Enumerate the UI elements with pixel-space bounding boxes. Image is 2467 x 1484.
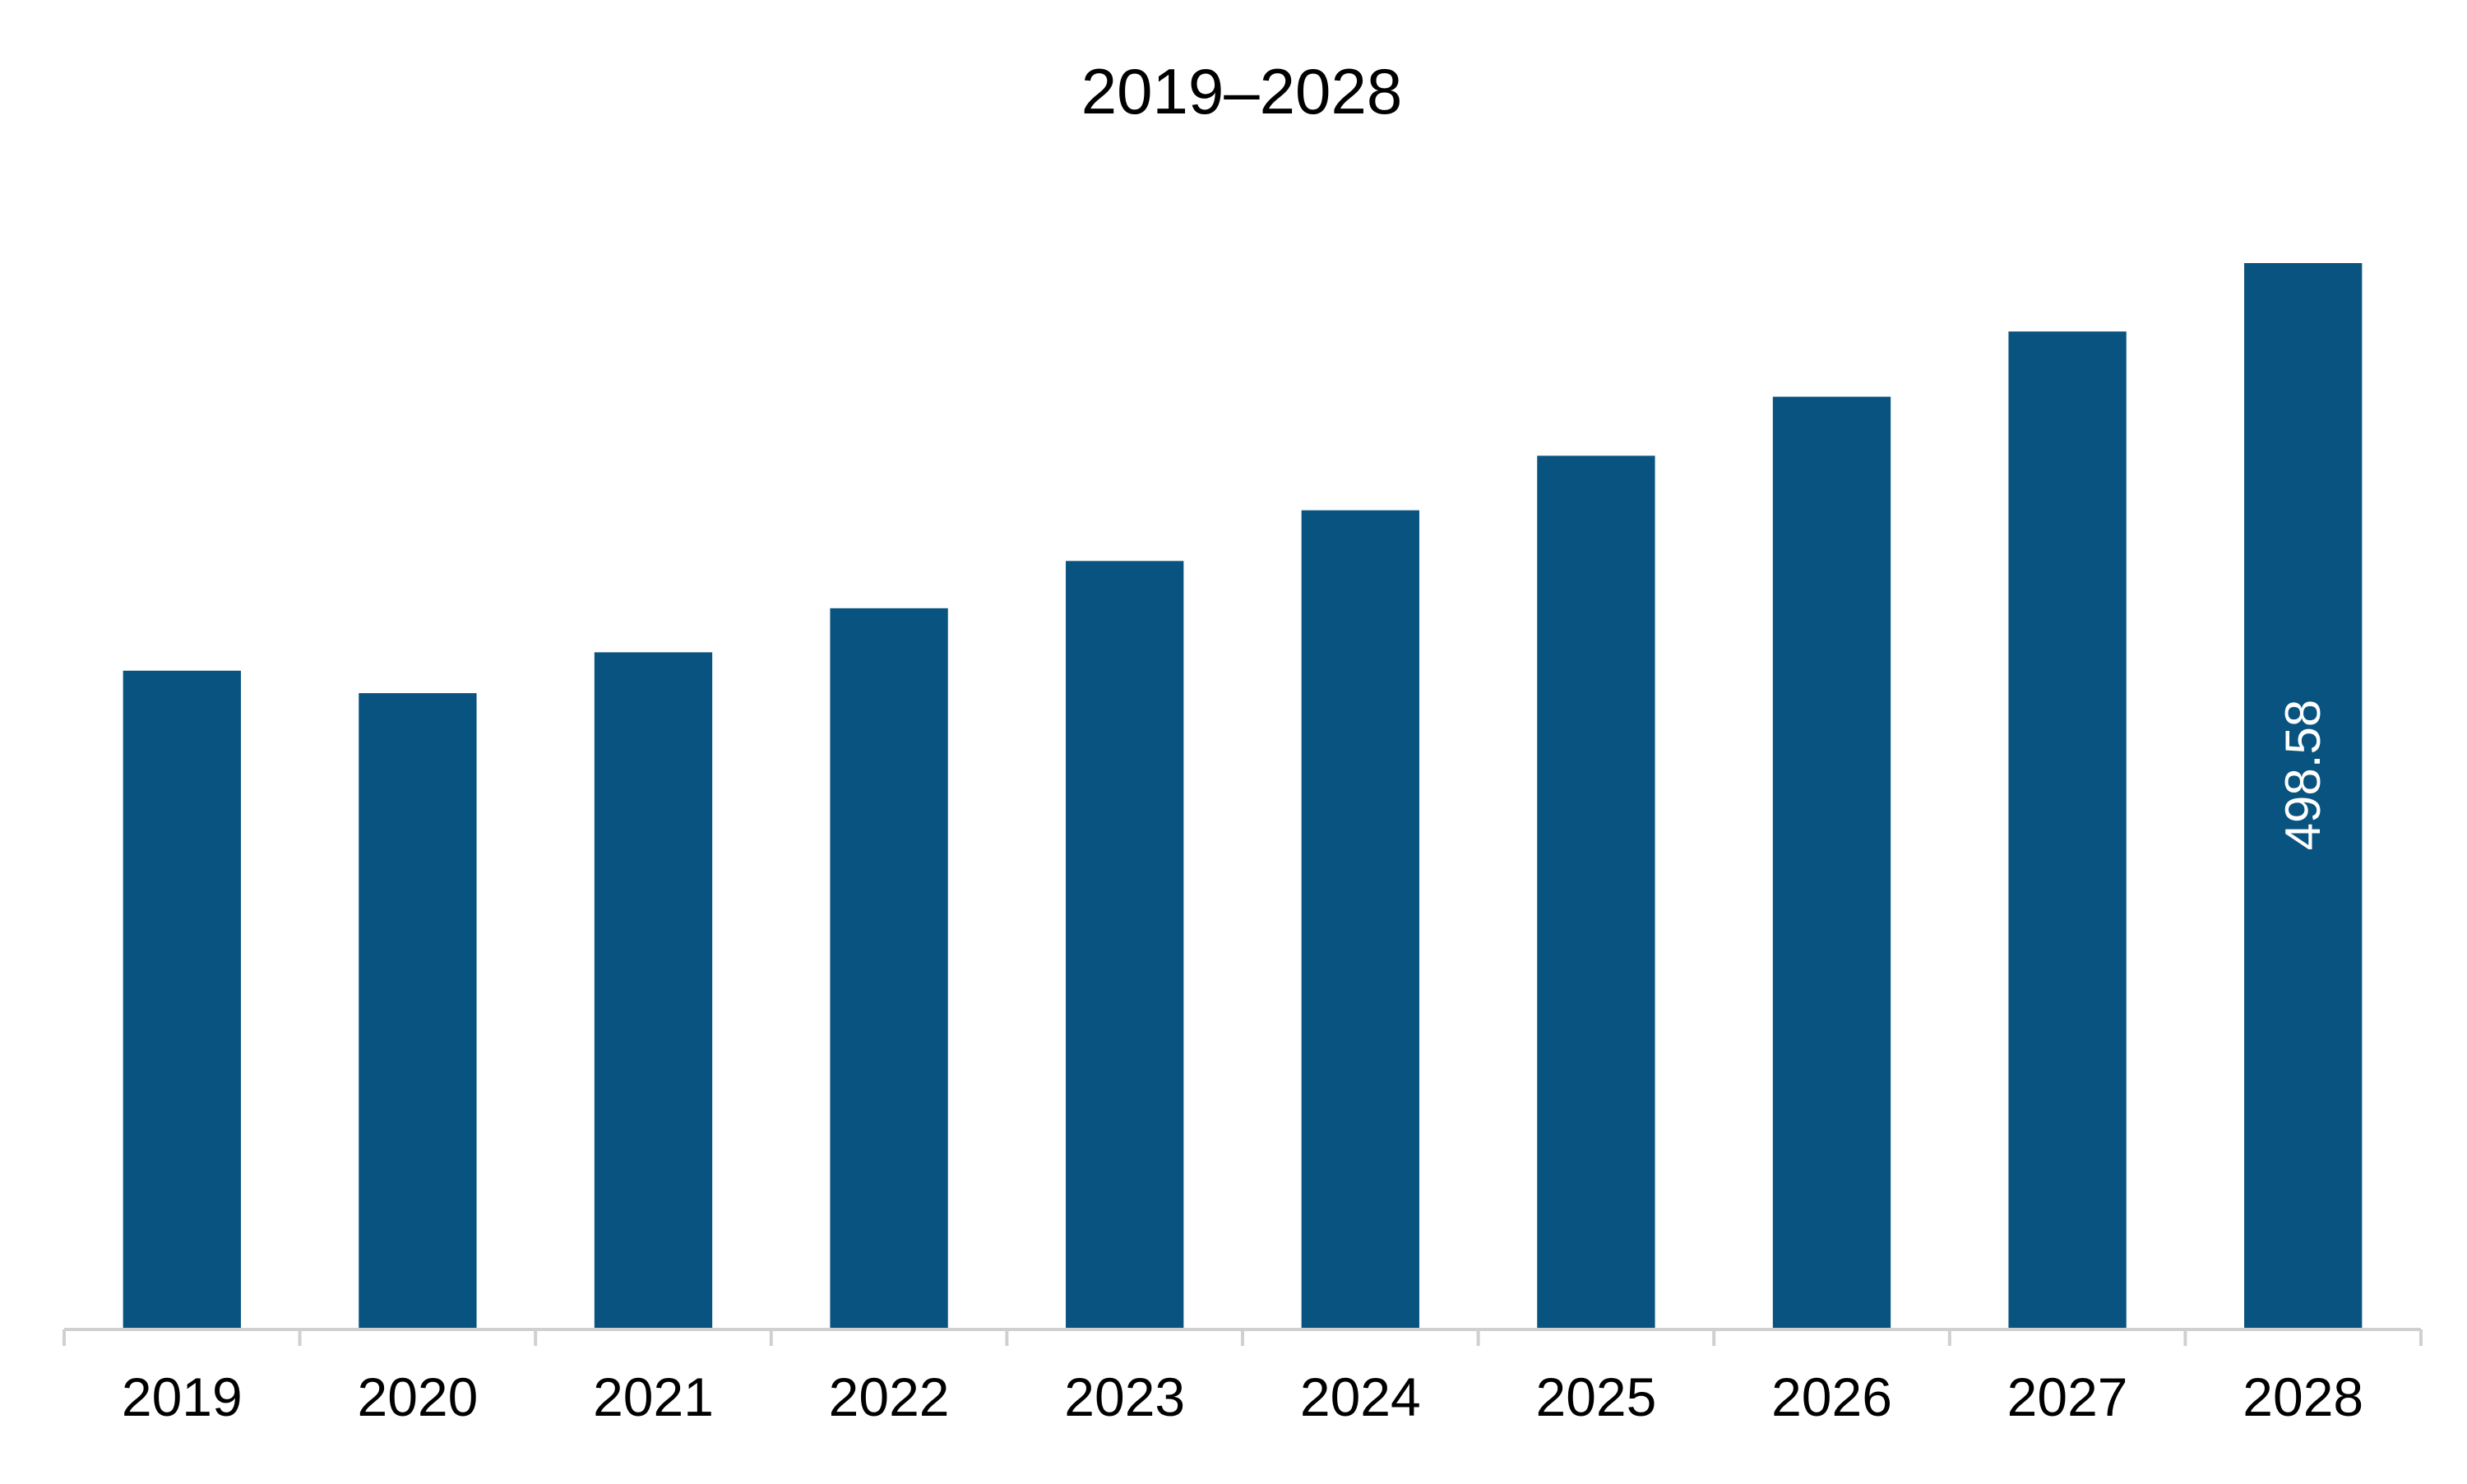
- x-tick-label-2022: 2022: [829, 1366, 950, 1427]
- x-tick-labels: 2019 2020 2021 2022 2023 2024 2025 2026 2027 2028: [122, 1366, 2363, 1427]
- x-tick-label-2026: 2026: [1771, 1366, 1892, 1427]
- x-tick-label-2023: 2023: [1064, 1366, 1185, 1427]
- data-labels: 498.58: [2275, 700, 2330, 851]
- x-tick-label-2025: 2025: [1535, 1366, 1656, 1427]
- bar-2019: [123, 670, 241, 1329]
- bar-2021: [594, 652, 713, 1329]
- bar-2027: [2008, 331, 2127, 1329]
- x-tick-label-2028: 2028: [2243, 1366, 2363, 1427]
- bar-2024: [1301, 510, 1419, 1329]
- bar-2025: [1537, 455, 1655, 1329]
- bar-2028: [2244, 263, 2363, 1329]
- bar-2026: [1772, 396, 1891, 1330]
- x-tick-label-2024: 2024: [1300, 1366, 1421, 1427]
- bars-layer: [123, 263, 2363, 1330]
- x-tick-label-2021: 2021: [593, 1366, 714, 1427]
- bar-2023: [1066, 561, 1184, 1329]
- bar-2020: [359, 693, 477, 1329]
- x-tick-label-2020: 2020: [357, 1366, 478, 1427]
- x-tick-label-2027: 2027: [2007, 1366, 2128, 1427]
- chart-title: 2019–2028: [1081, 55, 1402, 127]
- bar-2022: [830, 608, 948, 1329]
- data-label-2028: 498.58: [2275, 700, 2330, 851]
- x-tick-label-2019: 2019: [122, 1366, 243, 1427]
- x-axis: [62, 1328, 2423, 1346]
